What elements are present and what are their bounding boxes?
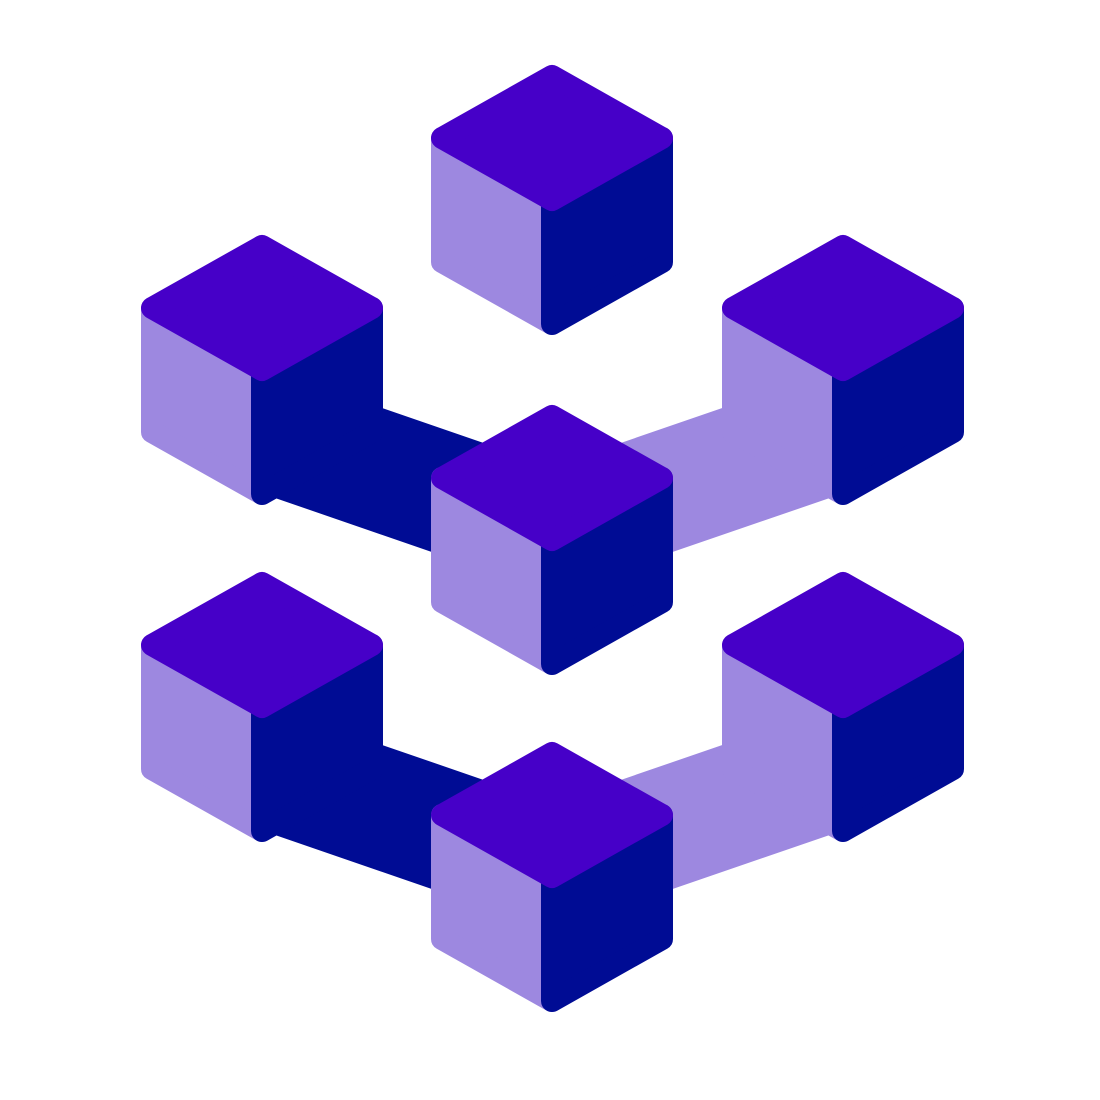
cube-upper-left bbox=[141, 235, 383, 505]
cube-upper-right bbox=[722, 235, 964, 505]
cube-upper-middle bbox=[431, 405, 673, 675]
cube-top-face bbox=[431, 405, 673, 551]
cube-lower-right bbox=[722, 572, 964, 842]
cube-lower-middle bbox=[431, 742, 673, 1012]
cube-lower-left bbox=[141, 572, 383, 842]
cube-top-face bbox=[722, 572, 964, 718]
cube-top-face bbox=[141, 235, 383, 381]
cube-top-face bbox=[431, 65, 673, 211]
cube-top bbox=[431, 65, 673, 335]
cube-top-face bbox=[141, 572, 383, 718]
cubes bbox=[141, 65, 964, 1012]
cube-top-face bbox=[431, 742, 673, 888]
cube-top-face bbox=[722, 235, 964, 381]
